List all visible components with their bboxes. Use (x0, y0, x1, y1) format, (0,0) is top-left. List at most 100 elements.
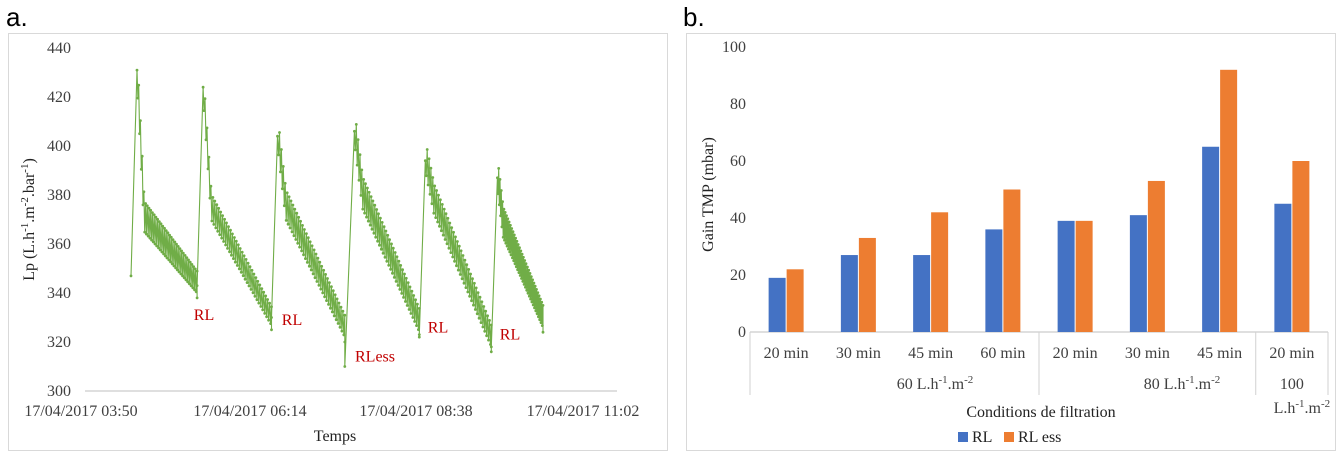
data-point (400, 292, 404, 295)
panel-b-label: b. (683, 2, 705, 32)
data-point (428, 192, 432, 196)
x-axis-title: Conditions de filtration (966, 404, 1115, 421)
data-point (375, 208, 379, 211)
data-point (188, 260, 192, 264)
data-point (314, 252, 318, 256)
data-point (183, 254, 187, 257)
data-point (499, 214, 502, 218)
data-point (376, 239, 379, 243)
data-point (204, 138, 208, 142)
data-point (177, 270, 181, 274)
data-point (158, 248, 162, 252)
data-point (527, 294, 531, 298)
data-point (307, 264, 311, 268)
data-point (526, 265, 529, 269)
data-point (227, 225, 230, 229)
data-point (203, 97, 207, 101)
data-point (379, 247, 383, 251)
data-point (423, 159, 427, 163)
data-point (315, 280, 319, 283)
legend-label: RL ess (1018, 429, 1061, 446)
data-point (512, 259, 516, 263)
data-point (440, 203, 444, 206)
data-point (417, 335, 421, 339)
bar (913, 255, 931, 332)
data-point (531, 278, 534, 282)
data-point (173, 240, 177, 244)
data-point (145, 232, 148, 236)
bar (1220, 69, 1238, 333)
data-point (214, 226, 218, 230)
data-point (210, 219, 214, 223)
data-point (262, 290, 266, 294)
data-point (436, 220, 439, 224)
data-point (181, 274, 184, 278)
data-point (276, 134, 279, 138)
data-point (205, 126, 209, 130)
data-point (514, 265, 518, 269)
bar (1003, 189, 1021, 332)
data-point (255, 298, 259, 302)
data-point (434, 216, 438, 220)
data-point (260, 287, 264, 290)
data-point (444, 212, 448, 216)
y-tick-label: 400 (47, 138, 71, 155)
data-point (453, 259, 456, 263)
data-point (449, 251, 453, 255)
data-point (357, 178, 361, 182)
data-point (533, 284, 537, 288)
data-point (208, 196, 212, 200)
data-point (447, 246, 451, 250)
data-point (478, 295, 482, 299)
data-point (518, 246, 521, 250)
data-point (211, 196, 215, 199)
data-point (212, 223, 216, 226)
data-point (384, 229, 388, 233)
bar (931, 212, 949, 332)
data-point (257, 301, 261, 305)
data-point (486, 314, 489, 318)
data-point (265, 315, 268, 319)
data-point (442, 207, 446, 211)
data-point (293, 207, 297, 211)
data-point (222, 240, 226, 243)
data-point (223, 217, 227, 221)
data-point (311, 272, 315, 276)
data-point (505, 214, 508, 218)
data-point (217, 206, 221, 210)
panel-a-label: a. (6, 2, 28, 32)
data-point (520, 277, 523, 280)
data-point (207, 155, 211, 159)
data-point (413, 320, 416, 323)
data-point (153, 242, 157, 246)
data-point (254, 276, 258, 279)
data-point (472, 303, 475, 307)
data-point (336, 322, 340, 325)
data-point (531, 303, 535, 307)
data-point (365, 215, 368, 219)
data-point (269, 322, 272, 325)
data-point (509, 223, 512, 227)
data-point (474, 286, 478, 290)
y-tick-label: 40 (730, 210, 746, 227)
data-point (395, 255, 399, 259)
data-point (281, 165, 285, 168)
data-point (383, 255, 387, 259)
data-point (157, 246, 160, 250)
y-tick-label: 300 (47, 383, 71, 400)
data-point (306, 236, 310, 240)
data-point (393, 251, 397, 254)
y-tick-label: 380 (47, 187, 71, 204)
data-point (535, 312, 539, 316)
data-point (146, 234, 150, 238)
data-point (464, 286, 468, 289)
data-point (541, 330, 545, 334)
data-point (291, 203, 295, 207)
data-point (373, 203, 377, 207)
x-tick-label: 17/04/2017 03:50 (24, 403, 137, 420)
data-point (202, 109, 206, 112)
data-point (387, 263, 391, 267)
legend-swatch (958, 432, 968, 442)
data-point (403, 272, 406, 276)
data-point (456, 240, 459, 243)
